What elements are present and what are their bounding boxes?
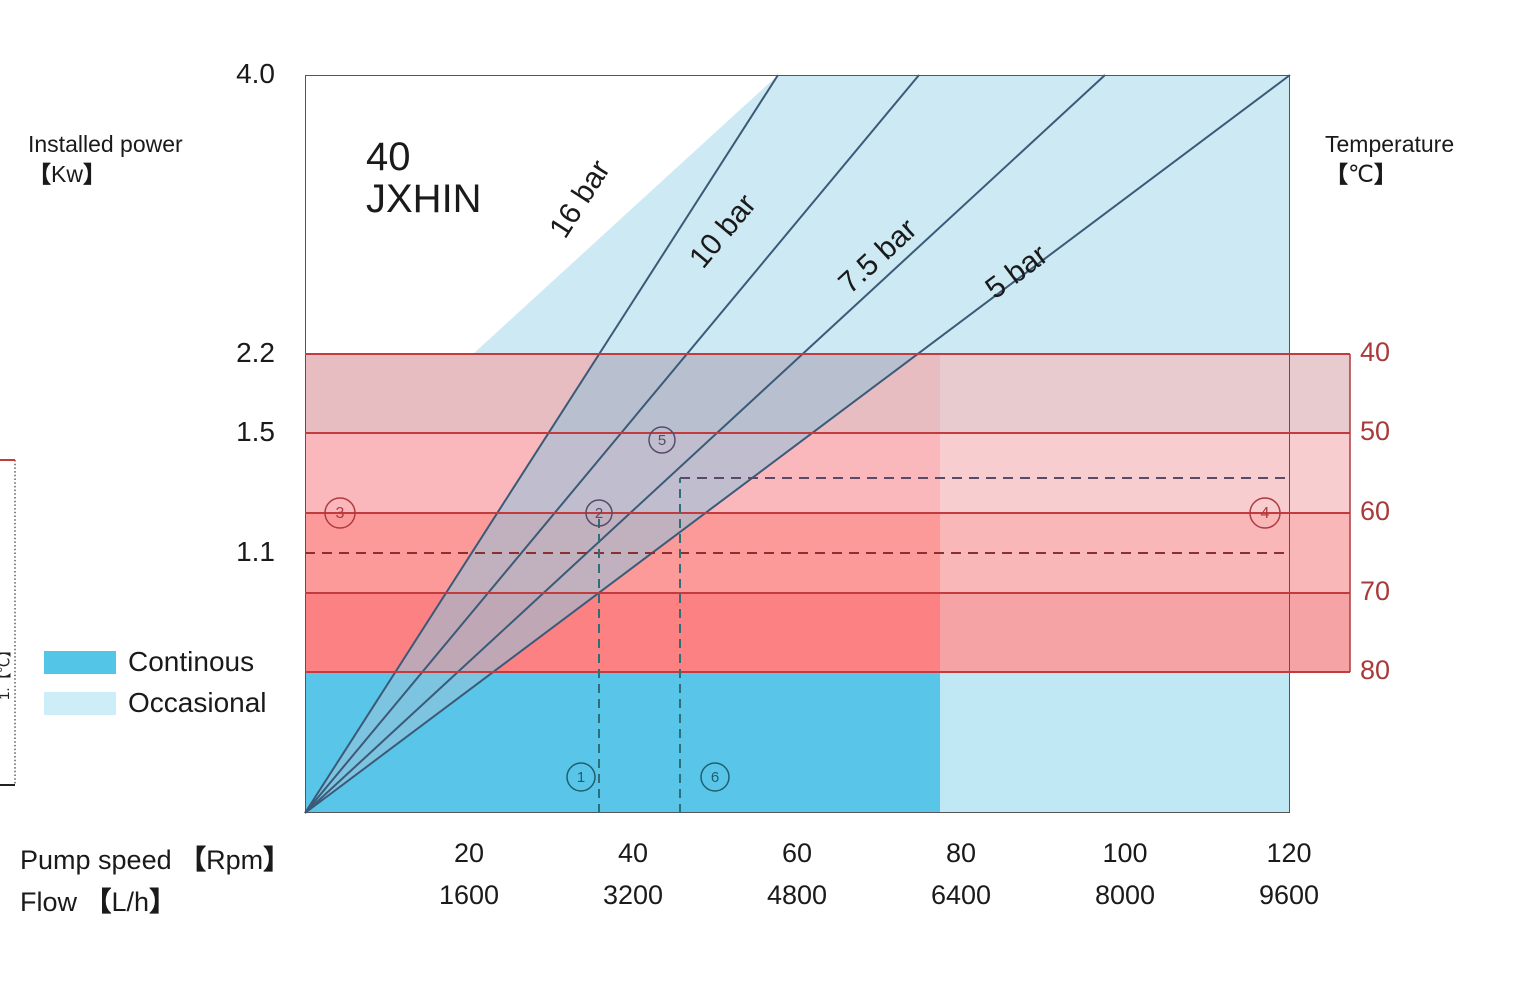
svg-text:1.【℃】: 1.【℃】	[0, 642, 13, 700]
